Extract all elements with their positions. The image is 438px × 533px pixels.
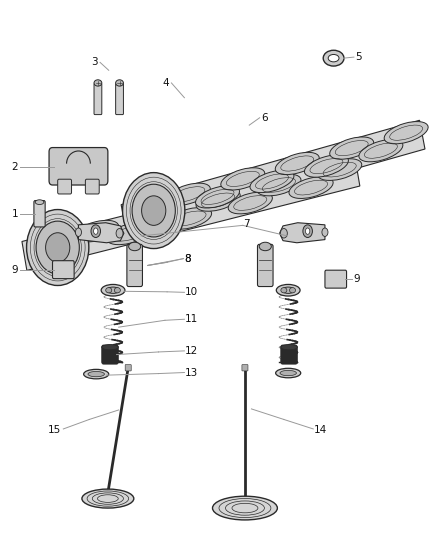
Text: 14: 14	[314, 425, 327, 435]
Ellipse shape	[259, 242, 271, 251]
Text: 2: 2	[11, 163, 18, 172]
Ellipse shape	[281, 288, 287, 293]
Ellipse shape	[280, 229, 287, 238]
FancyBboxPatch shape	[127, 244, 142, 287]
Ellipse shape	[116, 229, 123, 238]
FancyBboxPatch shape	[34, 200, 45, 227]
Ellipse shape	[330, 137, 374, 159]
Ellipse shape	[280, 370, 297, 376]
Polygon shape	[78, 223, 124, 243]
FancyBboxPatch shape	[53, 261, 74, 279]
Ellipse shape	[328, 54, 339, 62]
Ellipse shape	[250, 171, 294, 192]
Text: 15: 15	[48, 425, 61, 435]
Polygon shape	[22, 157, 360, 270]
Polygon shape	[121, 120, 425, 233]
Ellipse shape	[74, 220, 119, 242]
FancyBboxPatch shape	[116, 84, 124, 115]
Ellipse shape	[84, 369, 109, 379]
Text: 13: 13	[185, 368, 198, 377]
Text: 6: 6	[261, 113, 268, 123]
Ellipse shape	[275, 152, 319, 175]
Ellipse shape	[303, 225, 312, 238]
Ellipse shape	[289, 177, 333, 198]
FancyBboxPatch shape	[281, 345, 297, 364]
Ellipse shape	[135, 205, 180, 227]
Text: 9: 9	[11, 265, 18, 274]
FancyBboxPatch shape	[125, 365, 131, 371]
Ellipse shape	[195, 185, 240, 208]
Ellipse shape	[166, 183, 210, 205]
Ellipse shape	[75, 228, 81, 237]
Ellipse shape	[107, 223, 151, 245]
Text: 12: 12	[185, 346, 198, 356]
Ellipse shape	[322, 228, 328, 237]
Ellipse shape	[27, 209, 89, 286]
Ellipse shape	[384, 122, 428, 144]
Text: 10: 10	[185, 287, 198, 297]
Text: 4: 4	[163, 78, 170, 88]
Text: 9: 9	[353, 274, 360, 284]
FancyBboxPatch shape	[85, 179, 99, 194]
Ellipse shape	[305, 228, 310, 235]
Ellipse shape	[323, 50, 344, 66]
Ellipse shape	[304, 155, 348, 177]
FancyBboxPatch shape	[102, 345, 118, 364]
Polygon shape	[279, 223, 325, 243]
Ellipse shape	[257, 174, 301, 196]
Text: 1: 1	[11, 209, 18, 219]
Text: 8: 8	[184, 254, 191, 264]
Ellipse shape	[359, 140, 403, 162]
Ellipse shape	[132, 184, 175, 237]
Ellipse shape	[276, 368, 301, 378]
Ellipse shape	[101, 285, 125, 296]
Ellipse shape	[290, 288, 296, 293]
FancyBboxPatch shape	[258, 244, 273, 287]
Ellipse shape	[276, 285, 300, 296]
FancyBboxPatch shape	[49, 148, 108, 185]
Ellipse shape	[281, 344, 297, 350]
Ellipse shape	[94, 228, 98, 235]
Ellipse shape	[106, 287, 120, 293]
Ellipse shape	[36, 221, 79, 274]
Ellipse shape	[35, 200, 44, 205]
Ellipse shape	[46, 233, 70, 262]
Ellipse shape	[114, 288, 120, 293]
FancyBboxPatch shape	[58, 179, 71, 194]
Ellipse shape	[123, 173, 185, 248]
Ellipse shape	[196, 190, 240, 211]
Text: 3: 3	[92, 58, 98, 67]
Ellipse shape	[167, 207, 212, 229]
FancyBboxPatch shape	[94, 84, 102, 115]
Ellipse shape	[116, 80, 124, 86]
Ellipse shape	[102, 344, 118, 350]
Ellipse shape	[212, 496, 277, 520]
FancyBboxPatch shape	[242, 365, 248, 371]
Ellipse shape	[82, 489, 134, 508]
Text: 7: 7	[243, 219, 250, 229]
Text: 11: 11	[185, 314, 198, 324]
Text: 5: 5	[356, 52, 362, 62]
Ellipse shape	[141, 196, 166, 225]
Text: 8: 8	[184, 254, 191, 264]
Ellipse shape	[221, 168, 265, 190]
Ellipse shape	[106, 288, 112, 293]
Ellipse shape	[129, 242, 141, 251]
Ellipse shape	[228, 192, 272, 214]
Ellipse shape	[94, 80, 102, 86]
Ellipse shape	[91, 225, 100, 238]
Ellipse shape	[318, 159, 362, 181]
Ellipse shape	[282, 287, 295, 293]
FancyBboxPatch shape	[325, 270, 346, 288]
Ellipse shape	[88, 372, 104, 377]
